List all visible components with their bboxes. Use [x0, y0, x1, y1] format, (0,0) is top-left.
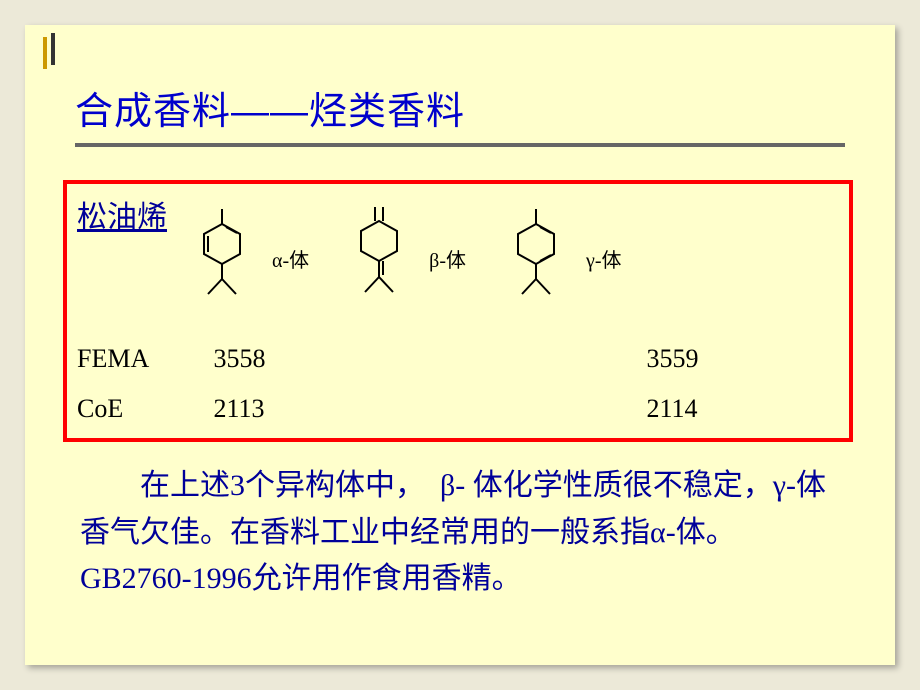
- coe-alpha: 2113: [214, 394, 434, 424]
- structure-alpha: α-体: [182, 199, 309, 319]
- title-underline: [75, 143, 845, 147]
- fema-alpha: 3558: [214, 344, 434, 374]
- fema-gamma: 3559: [647, 344, 797, 374]
- compound-name: 松油烯: [77, 192, 167, 236]
- coe-label: CoE: [77, 394, 207, 424]
- body-paragraph: 在上述3个异构体中， β- 体化学性质很不稳定，γ-体香气欠佳。在香料工业中经常…: [80, 463, 850, 603]
- content-box: 松油烯 α-体: [63, 180, 853, 442]
- coe-gamma: 2114: [647, 394, 797, 424]
- structure-row: α-体 β-体: [182, 196, 832, 321]
- gamma-label: γ-体: [586, 244, 622, 273]
- beta-terpinene-icon: [339, 199, 419, 319]
- fema-label: FEMA: [77, 344, 207, 374]
- structure-gamma: γ-体: [496, 199, 622, 319]
- gamma-terpinene-icon: [496, 199, 576, 319]
- alpha-terpinene-icon: [182, 199, 262, 319]
- corner-accent-icon: [37, 33, 67, 73]
- fema-row: FEMA 3558 3559: [77, 344, 847, 374]
- coe-row: CoE 2113 2114: [77, 394, 847, 424]
- structure-beta: β-体: [339, 199, 466, 319]
- beta-label: β-体: [429, 244, 466, 273]
- slide: 合成香料——烃类香料 松油烯 α-体: [25, 25, 895, 665]
- page-title: 合成香料——烃类香料: [75, 80, 845, 135]
- title-area: 合成香料——烃类香料: [75, 80, 845, 147]
- alpha-label: α-体: [272, 244, 309, 273]
